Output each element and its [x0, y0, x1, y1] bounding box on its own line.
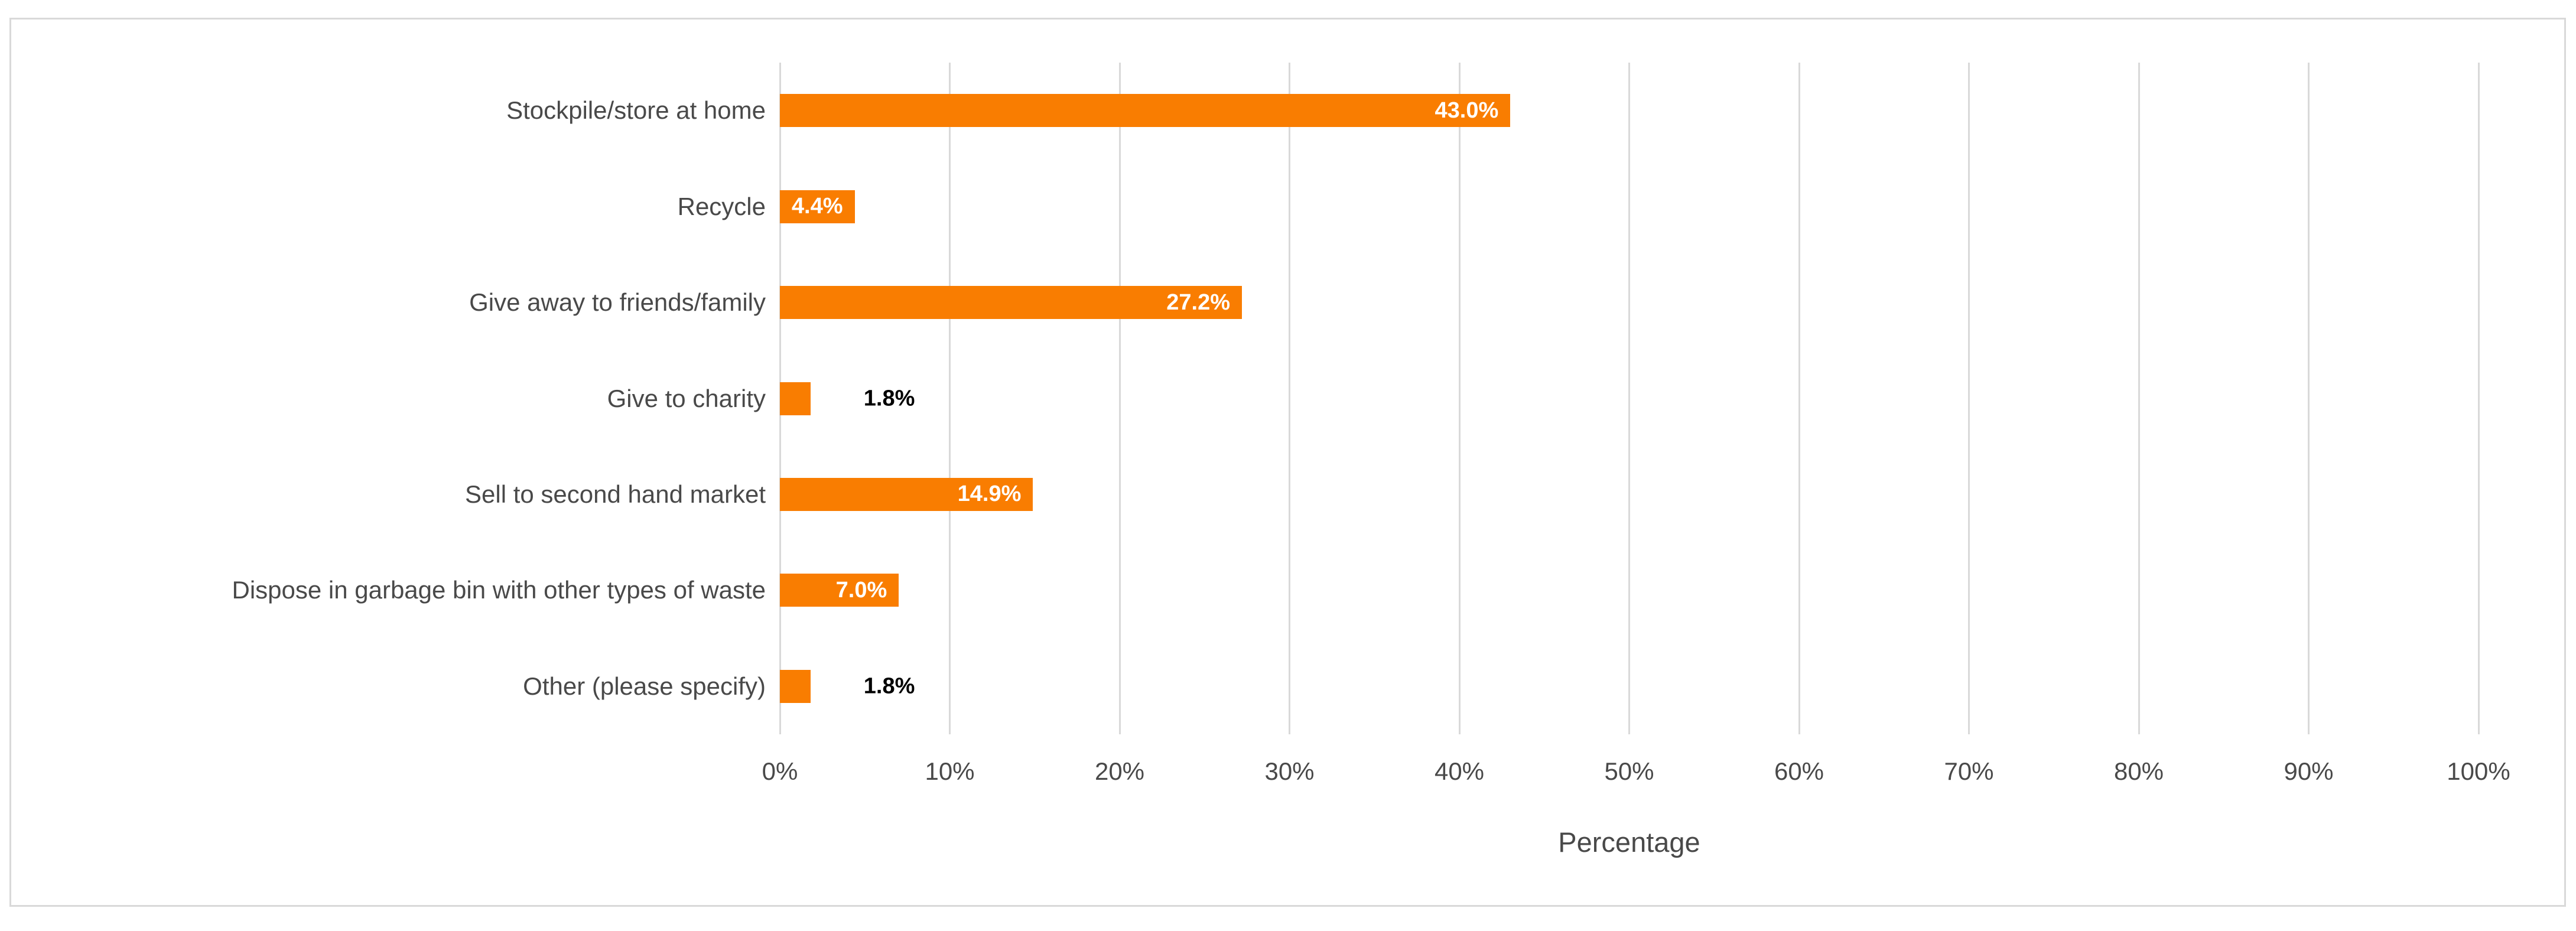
bar-5[interactable]: 14.9% — [780, 477, 1033, 511]
gridline-20% — [1118, 63, 1121, 734]
data-label: 14.9% — [957, 481, 1022, 507]
data-label: 1.8% — [863, 386, 915, 411]
x-tick-label-80%: 80% — [2113, 757, 2164, 785]
x-tick-label-50%: 50% — [1604, 757, 1654, 785]
gridline-90% — [2308, 63, 2310, 734]
category-label-1: Stockpile/store at home — [506, 96, 766, 125]
data-label: 43.0% — [1435, 97, 1499, 123]
gridline-50% — [1628, 63, 1630, 734]
chart-frame — [9, 18, 2566, 907]
category-label-2: Recycle — [677, 192, 766, 220]
gridline-80% — [2138, 63, 2140, 734]
bar-4[interactable] — [780, 382, 811, 415]
gridline-100% — [2477, 63, 2480, 734]
category-label-4: Give to charity — [607, 384, 766, 412]
x-tick-label-40%: 40% — [1434, 757, 1485, 785]
bar-7[interactable] — [780, 669, 811, 703]
x-tick-label-20%: 20% — [1094, 757, 1145, 785]
gridline-30% — [1289, 63, 1290, 734]
gridline-70% — [1968, 63, 1970, 734]
data-label: 4.4% — [791, 194, 843, 219]
bar-3[interactable]: 27.2% — [780, 286, 1242, 320]
x-tick-label-100%: 100% — [2447, 757, 2510, 785]
x-tick-label-70%: 70% — [1944, 757, 1994, 785]
category-label-7: Other (please specify) — [523, 672, 766, 700]
category-label-6: Dispose in garbage bin with other types … — [232, 576, 766, 604]
x-tick-label-90%: 90% — [2284, 757, 2334, 785]
x-tick-label-10%: 10% — [925, 757, 975, 785]
data-label: 1.8% — [863, 673, 915, 699]
bar-6[interactable]: 7.0% — [780, 574, 899, 607]
x-tick-label-0%: 0% — [762, 757, 798, 785]
data-label: 7.0% — [835, 577, 887, 603]
gridline-10% — [949, 63, 951, 734]
data-label: 27.2% — [1166, 289, 1230, 315]
gridline-60% — [1798, 63, 1800, 734]
x-axis-title: Percentage — [1558, 826, 1700, 858]
x-tick-label-30%: 30% — [1264, 757, 1315, 785]
bar-2[interactable]: 4.4% — [780, 190, 855, 223]
category-label-3: Give away to friends/family — [469, 288, 766, 317]
gridline-40% — [1458, 63, 1461, 734]
bar-1[interactable]: 43.0% — [780, 94, 1511, 128]
category-label-5: Sell to second hand market — [465, 480, 766, 508]
x-tick-label-60%: 60% — [1774, 757, 1824, 785]
